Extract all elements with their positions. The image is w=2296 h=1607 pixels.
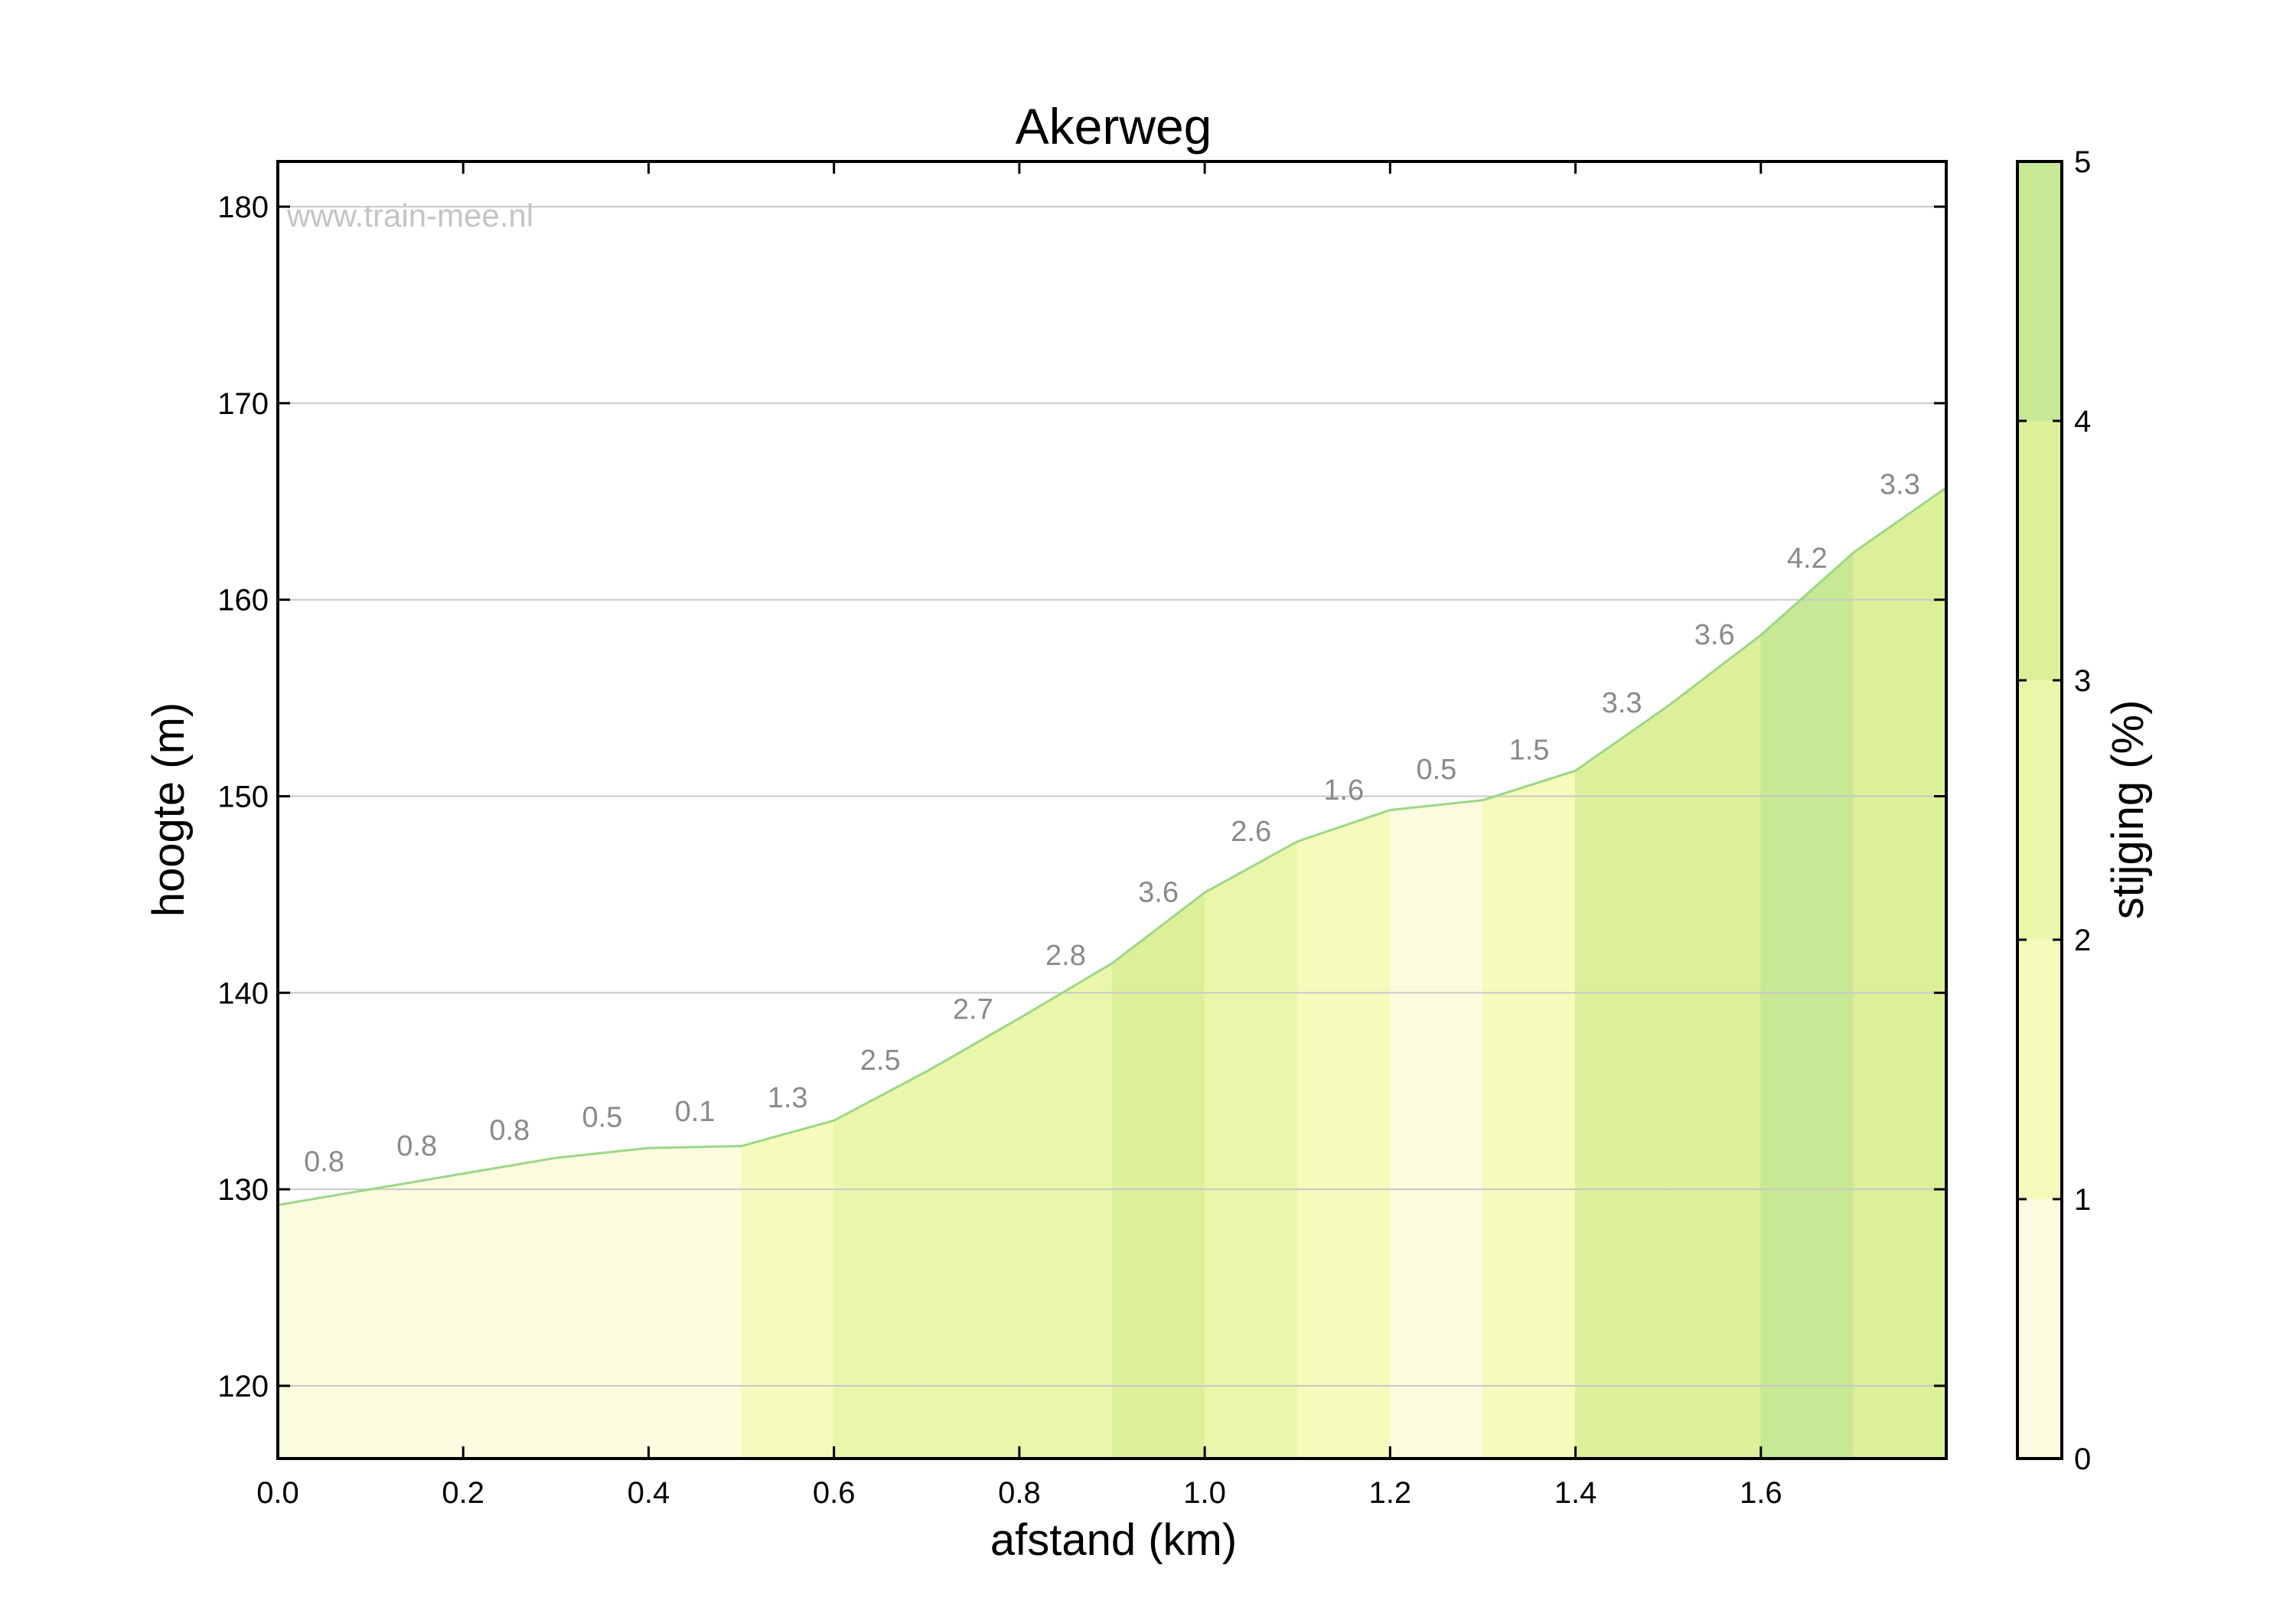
gradient-label: 0.5 xyxy=(582,1102,622,1134)
x-tick-label: 0.6 xyxy=(813,1476,856,1510)
gradient-label: 1.3 xyxy=(768,1082,808,1114)
gradient-band xyxy=(1389,800,1483,1459)
y-tick-label: 140 xyxy=(217,976,269,1010)
gradient-label: 3.6 xyxy=(1138,877,1179,909)
x-tick-label: 1.2 xyxy=(1369,1476,1412,1510)
gradient-band xyxy=(555,1147,649,1459)
y-tick-label: 160 xyxy=(217,584,269,618)
gradient-band xyxy=(647,1146,742,1459)
colorbar-tick-label: 3 xyxy=(2074,664,2091,698)
gradient-band xyxy=(1482,770,1577,1459)
colorbar-tick-label: 5 xyxy=(2074,145,2091,179)
gradient-labels: 0.8 0.8 0.8 0.5 0.1 1.3 2.5 2.7 2.8 3.6 2.6 1.6 0.5 1… xyxy=(304,469,1920,1178)
colorbar-bands xyxy=(2017,161,2062,1459)
y-axis-label: hoogte (m) xyxy=(144,702,194,917)
colorbar-label: stijging (%) xyxy=(2103,700,2153,920)
watermark: www.train-mee.nl xyxy=(286,197,533,233)
x-tick-label: 0.8 xyxy=(998,1476,1041,1510)
x-tick-label: 1.0 xyxy=(1183,1476,1226,1510)
y-tick-label: 130 xyxy=(217,1173,269,1207)
gradient-label: 2.5 xyxy=(860,1045,901,1077)
gradient-band xyxy=(370,1173,464,1459)
gradient-label: 0.5 xyxy=(1416,754,1456,786)
gradient-label: 3.3 xyxy=(1880,469,1920,501)
colorbar: 0 1 2 3 4 5 stijging (%) xyxy=(2016,145,2153,1476)
gradient-label: 2.8 xyxy=(1045,940,1086,972)
y-tick-label: 170 xyxy=(217,387,269,421)
colorbar-tick-label: 0 xyxy=(2074,1442,2091,1476)
gradient-band xyxy=(1111,892,1205,1459)
colorbar-band xyxy=(2017,680,2062,940)
x-tick-label: 0.0 xyxy=(256,1476,299,1510)
colorbar-tick-label: 1 xyxy=(2074,1183,2091,1217)
gradient-band xyxy=(926,1017,1020,1459)
x-tick-label: 1.4 xyxy=(1554,1476,1597,1510)
x-tick-label: 0.2 xyxy=(442,1476,484,1510)
x-axis-label: afstand (km) xyxy=(990,1515,1237,1565)
gradient-label: 2.7 xyxy=(953,993,993,1025)
gradient-band xyxy=(1019,962,1113,1459)
chart-title: Akerweg xyxy=(1016,98,1212,155)
gradient-label: 2.6 xyxy=(1231,816,1271,848)
gradient-label: 0.8 xyxy=(396,1130,437,1162)
colorbar-tick-label: 2 xyxy=(2074,924,2091,957)
grid-lines xyxy=(278,206,1946,1387)
gradient-band xyxy=(277,1188,371,1459)
gradient-band xyxy=(1296,809,1391,1459)
colorbar-tick-label: 4 xyxy=(2074,405,2091,438)
colorbar-band xyxy=(2017,421,2062,680)
gradient-band xyxy=(1575,705,1669,1459)
gradient-band xyxy=(1204,840,1298,1459)
gradient-label: 0.8 xyxy=(489,1114,530,1146)
y-tick-label: 180 xyxy=(217,191,269,224)
colorbar-frame xyxy=(2016,160,2063,1460)
gradient-label: 3.6 xyxy=(1694,619,1735,651)
gradient-band xyxy=(1668,634,1762,1459)
elevation-line-layer xyxy=(277,487,1947,1207)
colorbar-band xyxy=(2017,940,2062,1199)
gradient-label: 0.8 xyxy=(304,1146,344,1178)
gradient-label: 1.6 xyxy=(1323,774,1364,807)
plot-frame xyxy=(276,160,1948,1460)
gradient-label: 3.3 xyxy=(1602,687,1642,719)
y-tick-label: 150 xyxy=(217,781,269,814)
gradient-band xyxy=(1760,551,1854,1459)
gradient-label: 0.1 xyxy=(675,1096,716,1128)
gradient-label: 1.5 xyxy=(1509,734,1550,766)
gradient-band xyxy=(462,1157,556,1459)
gradient-band xyxy=(833,1071,928,1459)
x-tick-label: 1.6 xyxy=(1740,1476,1782,1510)
axis-ticks: 0.0 0.2 0.4 0.6 0.8 1.0 1.2 1.4 1.6 120 130 140 150 1… xyxy=(217,161,1946,1510)
y-tick-label: 120 xyxy=(217,1370,269,1403)
gradient-band xyxy=(1853,487,1947,1459)
gradient-bands xyxy=(277,487,1947,1459)
colorbar-band xyxy=(2017,161,2062,421)
gradient-band xyxy=(741,1120,835,1459)
elevation-line xyxy=(277,487,1947,1207)
colorbar-band xyxy=(2017,1199,2062,1459)
gradient-label: 4.2 xyxy=(1787,543,1828,575)
colorbar-ticks: 0 1 2 3 4 5 xyxy=(2017,145,2091,1476)
x-tick-label: 0.4 xyxy=(628,1476,670,1510)
